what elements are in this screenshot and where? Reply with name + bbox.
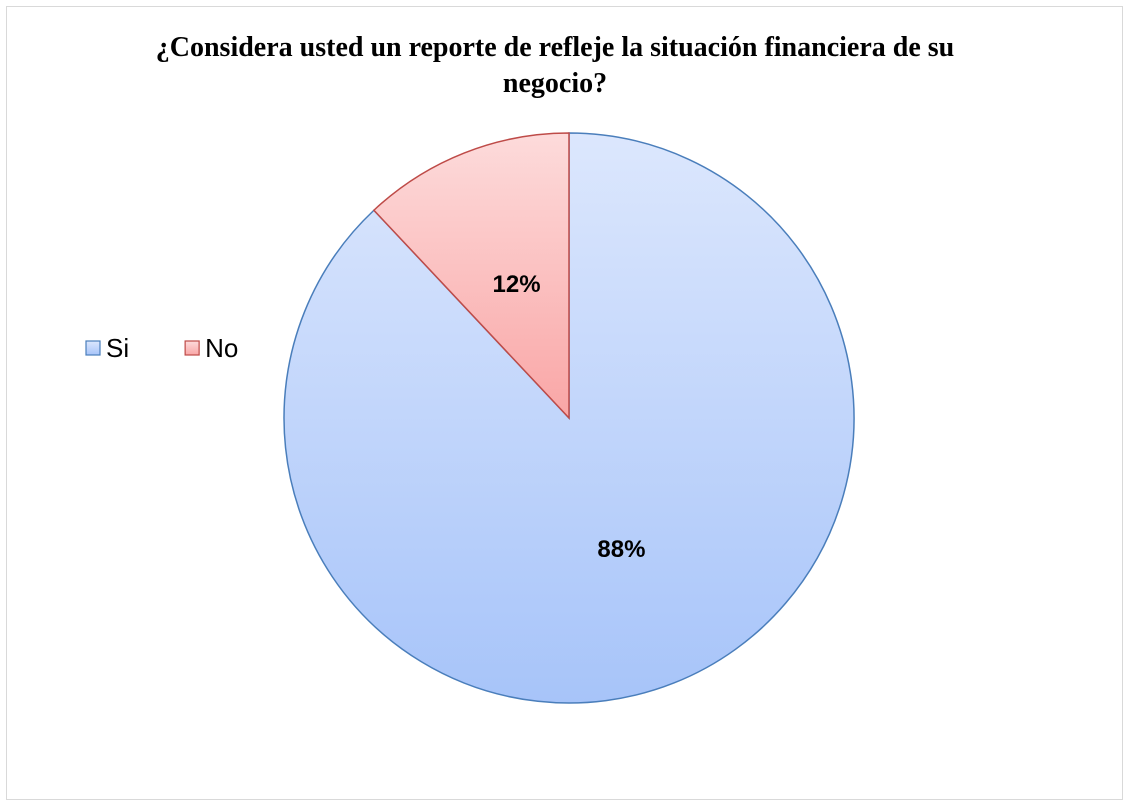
data-label: 12% (493, 271, 541, 298)
pie-slice (372, 132, 570, 420)
legend-label: Si (106, 333, 129, 363)
chart-title: ¿Considera usted un reporte de refleje l… (155, 32, 955, 99)
legend-swatch (85, 340, 101, 356)
legend-swatch (184, 340, 200, 356)
data-label: 88% (597, 536, 645, 563)
legend-label: No (205, 333, 238, 363)
